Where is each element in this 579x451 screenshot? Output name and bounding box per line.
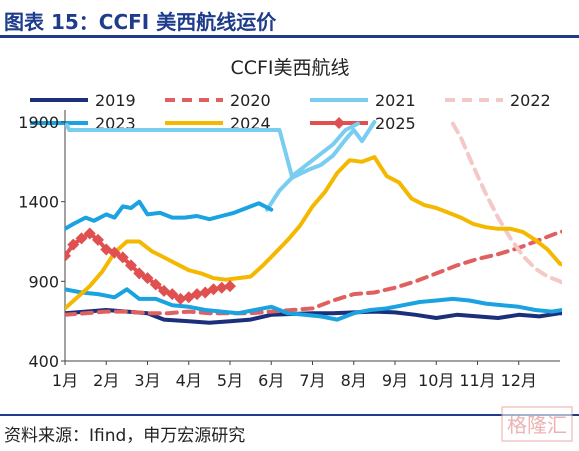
series-2023-b [65,287,562,322]
legend-label: 2021 [375,91,416,110]
x-tick-label: 6月 [258,371,284,390]
source-note: 资料来源：Ifind，申万宏源研究 [4,426,246,446]
watermark-text: 格隆汇 [507,413,567,437]
chart-title: CCFI美西航线 [230,57,349,79]
series-line-2020 [65,229,562,317]
data-point-2025 [83,227,96,240]
x-tick-label: 8月 [341,371,367,390]
x-tick-label: 11月 [459,371,495,390]
series-2022 [450,121,562,287]
series-line-2023-b [65,287,562,322]
footer-divider [0,414,579,416]
y-tick-label: 900 [28,272,59,291]
x-tick-label: 3月 [134,371,160,390]
series-2025 [65,227,236,305]
data-point-2025 [75,232,88,245]
legend-item-2025: 2025 [310,114,416,133]
legend-item-2020: 2020 [165,91,271,110]
page-title: 图表 15：CCFI 美西航线运价 [4,10,277,34]
data-point-2025 [166,288,179,301]
watermark-logo: 格隆汇 [501,406,573,442]
series-line-2021 [65,121,360,179]
legend-item-2019: 2019 [30,91,136,110]
x-tick-label: 1月 [52,371,78,390]
series-2024 [65,155,562,311]
y-tick-label: 400 [28,352,59,371]
data-point-2025 [174,292,187,305]
x-tick-label: 10月 [418,371,454,390]
x-tick-label: 2月 [93,371,119,390]
x-tick-label: 4月 [176,371,202,390]
data-point-2025 [191,288,203,301]
data-point-2025 [108,246,121,259]
data-point-2025 [125,259,137,272]
data-point-2025 [116,251,129,264]
legend-label: 2022 [510,91,551,110]
legend-marker [333,117,345,129]
series-layer [65,120,562,325]
header-divider [0,35,579,38]
series-2023 [65,199,274,231]
data-point-2025 [207,283,220,296]
data-point-2025 [215,281,228,294]
data-point-2025 [149,278,162,291]
legend-label: 2025 [375,114,416,133]
data-point-2025 [133,267,146,280]
axes: 400 900 1400 1900 1月 2月 3月 4月 5月 6月 7月 8月 9月 10月 11月 12… [18,110,560,390]
data-point-2025 [67,238,80,251]
series-2020 [65,229,562,317]
legend-item-2021: 2021 [310,91,416,110]
x-tick-label: 9月 [382,371,408,390]
series-line-2022 [450,121,562,287]
y-tick-label: 1900 [18,113,59,132]
data-point-2025 [224,280,236,293]
series-line-2023 [65,199,274,231]
series-line-2024 [65,155,562,311]
legend-label: 2020 [230,91,271,110]
x-tick-label: 12月 [501,371,537,390]
header: 图表 15：CCFI 美西航线运价 [0,0,579,38]
legend-label: 2019 [95,91,136,110]
data-point-2025 [65,249,71,262]
x-tick-label: 7月 [299,371,325,390]
series-line-2021-b [265,120,377,212]
series-2021-b [265,120,377,212]
x-tick-label: 5月 [217,371,243,390]
chart-container: CCFI美西航线 2019 2020 2021 2022 2023 2024 2025 40… [0,40,579,410]
series-2021 [65,121,360,179]
legend-item-2022: 2022 [445,91,551,110]
data-point-2025 [141,272,154,285]
data-point-2025 [158,284,170,297]
y-tick-label: 1400 [18,193,59,212]
data-point-2025 [92,233,104,246]
